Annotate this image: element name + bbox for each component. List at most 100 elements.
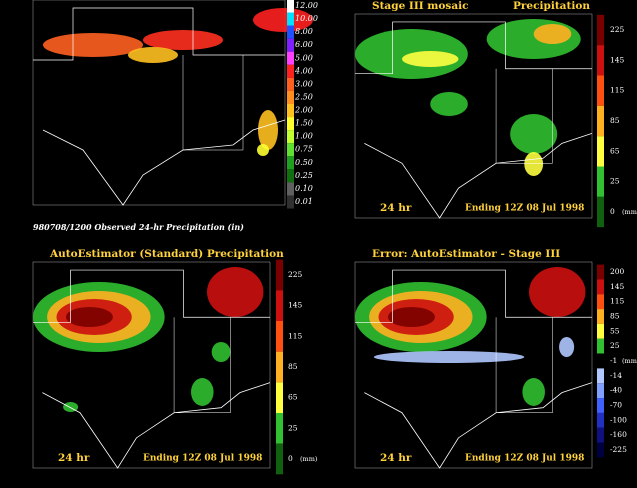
legend-unit: (mm) xyxy=(622,357,637,365)
colorbar-segment xyxy=(287,0,294,13)
legend-label: 145 xyxy=(610,282,625,291)
coastline xyxy=(364,133,593,219)
colorbar-segment xyxy=(597,45,604,76)
legend-unit: (mm) xyxy=(622,208,637,216)
legend-label: 0.01 xyxy=(295,197,313,206)
panel-title: Stage III mosaic xyxy=(372,0,469,12)
legend-label: 0.50 xyxy=(295,158,313,167)
colorbar-segment xyxy=(597,309,604,324)
map-frame xyxy=(32,0,286,206)
legend-label: 200 xyxy=(610,267,625,276)
colorbar-segment xyxy=(597,264,604,280)
colorbar-segment xyxy=(597,279,604,295)
legend-label: 3.00 xyxy=(295,79,313,88)
legend-label: 0 xyxy=(610,207,615,216)
state-border xyxy=(173,317,231,413)
precip-area xyxy=(533,24,572,44)
colorbar-segment xyxy=(597,136,604,167)
colorbar-segment xyxy=(287,77,294,91)
legend-label: 85 xyxy=(610,116,620,125)
colorbar-segment xyxy=(287,143,294,157)
colorbar-segment xyxy=(597,14,604,46)
legend-label: -225 xyxy=(610,445,627,454)
precip-area xyxy=(430,92,468,116)
legend-label: 145 xyxy=(288,301,303,310)
colorbar-segment xyxy=(597,383,604,399)
precip-area xyxy=(128,47,178,63)
legend-label: -1 xyxy=(610,356,617,365)
colorbar-segment xyxy=(597,398,604,413)
legend-label: 0.10 xyxy=(295,184,313,193)
legend-label: 225 xyxy=(288,270,303,279)
legend-label: 1.00 xyxy=(295,132,313,141)
legend-label: 65 xyxy=(610,146,620,155)
colorbar-segment xyxy=(597,442,604,458)
legend-label: 2.00 xyxy=(294,106,313,115)
legend-label: 115 xyxy=(610,86,625,95)
colorbar-segment xyxy=(597,166,604,197)
precip-area xyxy=(373,351,525,363)
legend-label: 10.00 xyxy=(295,14,318,23)
colorbar-segment xyxy=(276,443,283,475)
state-border xyxy=(355,21,592,75)
coastline xyxy=(42,119,286,206)
panel-title: Error: AutoEstimator - Stage III xyxy=(372,248,560,260)
precip-area xyxy=(559,337,575,357)
state-border xyxy=(33,7,285,61)
period-label: 24 hr xyxy=(380,202,412,214)
legend-label: 2.50 xyxy=(294,92,313,101)
colorbar-segment xyxy=(597,427,604,443)
colorbar-segment xyxy=(597,294,604,310)
precip-area xyxy=(258,110,278,150)
precip-area xyxy=(191,378,214,406)
ending-label: Ending 12Z 08 Jul 1998 xyxy=(143,454,262,464)
legend-label: 0.25 xyxy=(295,171,313,180)
legend-label: 0.75 xyxy=(295,145,313,154)
legend-label: 65 xyxy=(288,393,298,402)
legend-label: 145 xyxy=(610,55,625,64)
state-border xyxy=(33,269,270,323)
state-border xyxy=(495,317,553,413)
precip-area xyxy=(65,307,113,327)
precip-area xyxy=(510,114,558,154)
precip-area xyxy=(524,152,544,176)
colorbar-segment xyxy=(276,413,283,444)
colorbar-segment xyxy=(597,368,604,384)
colorbar-segment xyxy=(276,321,283,352)
caption: 980708/1200 Observed 24-hr Precipitation… xyxy=(33,222,244,232)
precip-area xyxy=(143,30,223,50)
legend-label: 25 xyxy=(610,177,620,186)
ending-label: Ending 12Z 08 Jul 1998 xyxy=(465,204,584,214)
precip-area xyxy=(206,267,264,317)
legend-label: 25 xyxy=(610,341,620,350)
colorbar-segment xyxy=(287,38,294,52)
legend-label: 1.50 xyxy=(295,119,313,128)
legend-label: -160 xyxy=(610,430,627,439)
colorbar-segment xyxy=(597,75,604,106)
precip-area xyxy=(528,267,586,317)
colorbar-segment xyxy=(597,323,604,339)
legend-label: -40 xyxy=(610,386,622,395)
legend-unit: (mm) xyxy=(300,455,318,463)
colorbar-segment xyxy=(276,382,283,413)
colorbar-segment xyxy=(287,25,294,39)
colorbar-segment xyxy=(597,196,604,228)
legend-label: 85 xyxy=(610,312,620,321)
colorbar-segment xyxy=(597,105,604,137)
colorbar-segment xyxy=(287,169,294,183)
colorbar-segment xyxy=(276,290,283,321)
colorbar-segment xyxy=(276,259,283,291)
state-border xyxy=(182,55,244,151)
precip-area xyxy=(43,33,143,57)
state-border xyxy=(355,269,592,323)
legend-label: 85 xyxy=(288,362,298,371)
precip-area xyxy=(402,51,459,67)
colorbar-segment xyxy=(287,12,294,26)
colorbar-segment xyxy=(597,338,604,354)
legend-label: 115 xyxy=(288,331,303,340)
legend-label: 6.00 xyxy=(295,40,313,49)
legend-label: -70 xyxy=(610,401,622,410)
coastline xyxy=(364,382,593,469)
legend-label: -100 xyxy=(610,415,627,424)
